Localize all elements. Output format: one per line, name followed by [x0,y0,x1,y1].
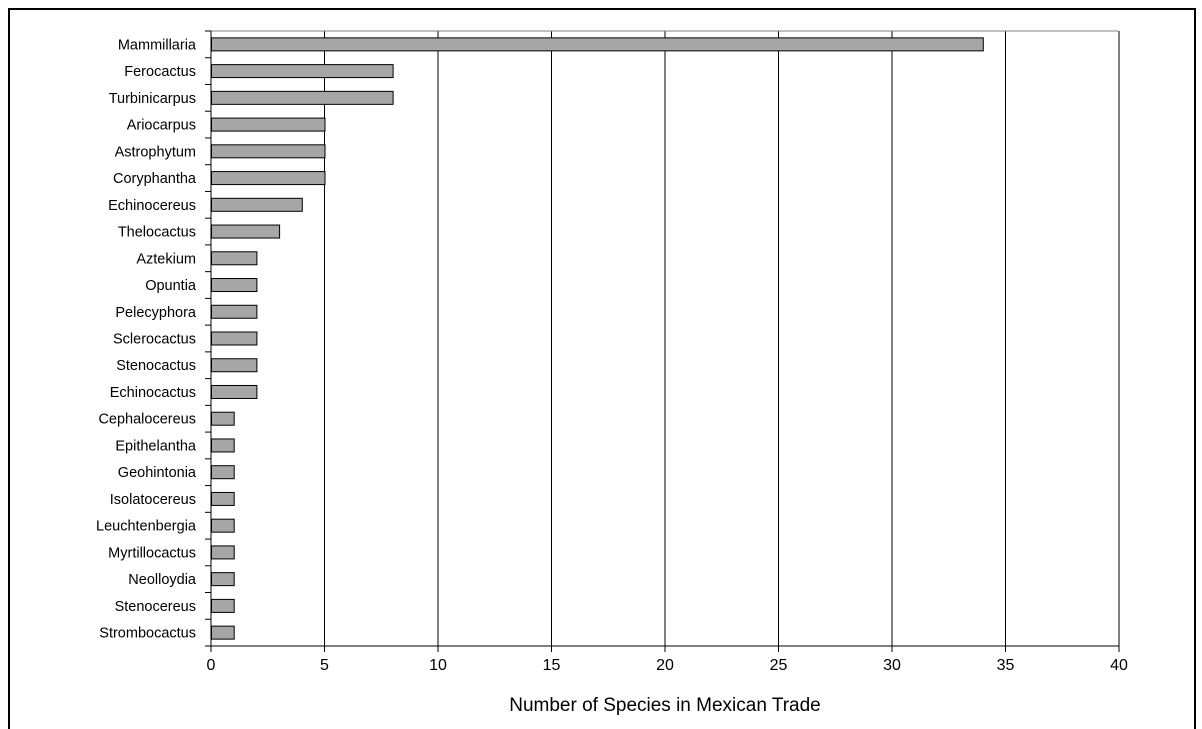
x-tick-label: 10 [429,657,447,674]
x-tick-label: 20 [656,657,674,674]
x-axis-title: Number of Species in Mexican Trade [509,695,821,716]
category-label: Leuchtenbergia [96,519,197,535]
bar [211,384,258,399]
category-label: Pelecyphora [115,305,197,321]
x-tick-label: 0 [207,657,216,674]
category-label: Myrtillocactus [108,545,196,561]
bar [211,197,303,212]
plot-area: 0 5 10 15 20 25 30 35 40 Mammillaria Ferocactus Tur… [96,30,1128,674]
bar [211,331,258,346]
bar [211,278,258,293]
bar [211,117,326,132]
bar [211,358,258,373]
category-label: Stenocereus [115,599,196,615]
chart-border [8,8,1196,729]
category-label: Mammillaria [118,37,197,53]
category-label: Echinocereus [108,198,196,214]
x-tick-label: 35 [997,657,1015,674]
x-tick-label: 25 [770,657,788,674]
bar [211,438,235,453]
category-label: Echinocactus [110,385,196,401]
category-label: Ferocactus [124,64,196,80]
category-label: Ariocarpus [127,118,196,134]
bar [211,625,235,640]
bar [211,598,235,613]
category-label: Neolloydia [128,572,197,588]
bar [211,144,326,159]
bar [211,171,326,186]
category-label: Turbinicarpus [109,91,196,107]
category-label: Sclerocactus [113,332,196,348]
category-label: Coryphantha [113,171,197,187]
category-label: Astrophytum [115,144,196,160]
bar [211,572,235,587]
category-label: Cephalocereus [98,412,196,428]
bar [211,491,235,506]
x-tick-label: 15 [543,657,561,674]
bar [211,90,394,105]
bar [211,251,258,266]
bar [211,465,235,480]
category-label: Stenocactus [116,358,196,374]
bar [211,64,394,79]
category-label: Aztekium [136,251,196,267]
bar [211,37,984,52]
category-label: Geohintonia [118,465,197,481]
bar [211,411,235,426]
bar [211,304,258,319]
category-label: Isolatocereus [110,492,196,508]
x-tick-label: 30 [883,657,901,674]
x-tick-label: 5 [320,657,329,674]
bar [211,224,281,239]
category-label: Opuntia [145,278,197,294]
category-label: Epithelantha [115,438,197,454]
category-label: Thelocactus [118,225,196,241]
x-tick-label: 40 [1110,657,1128,674]
bar [211,518,235,533]
category-label: Strombocactus [99,626,196,642]
bar [211,545,235,560]
